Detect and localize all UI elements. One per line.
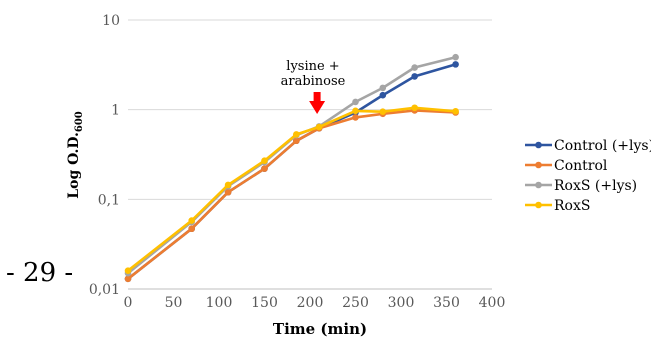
x-tick-label: 400	[479, 295, 506, 311]
legend-label: Control (+lys)	[554, 138, 651, 154]
data-point	[352, 98, 359, 106]
legend-swatch-marker	[535, 161, 542, 169]
legend-swatch-marker	[535, 141, 542, 149]
data-point	[188, 217, 195, 224]
y-tick-label: 0,1	[98, 192, 120, 208]
legend-label: RoxS (+lys)	[554, 178, 637, 194]
y-axis-title: Log O.D.600	[66, 111, 85, 199]
data-point	[315, 123, 323, 131]
y-axis-title-main: Log O.D.	[66, 132, 82, 199]
series-layer	[124, 53, 459, 283]
data-point	[261, 165, 268, 172]
x-axis-title: Time (min)	[273, 320, 367, 338]
data-point	[379, 108, 387, 115]
legend: Control (+lys) Control RoxS (+lys) RoxS	[525, 138, 651, 214]
series-line	[126, 63, 457, 281]
x-tick-label: 50	[165, 295, 183, 311]
x-tick-label: 200	[297, 295, 324, 311]
x-tick-label: 0	[124, 295, 133, 311]
arrow-head	[309, 101, 326, 114]
y-tick-label: 0,01	[89, 282, 120, 298]
data-point	[124, 275, 132, 283]
arrow-shaft	[313, 92, 321, 101]
legend-label: Control	[554, 158, 608, 174]
y-tick-label: 10	[102, 13, 120, 29]
data-point	[224, 181, 232, 189]
data-point	[452, 61, 459, 68]
legend-swatch-marker	[535, 181, 542, 189]
data-point	[224, 188, 232, 196]
data-point	[411, 104, 418, 112]
page-number: - 29 -	[6, 258, 73, 288]
data-point	[452, 53, 459, 61]
x-tick-label: 250	[342, 295, 369, 311]
annotation-line-1: lysine +	[286, 59, 339, 74]
lysine-arabinose-annotation: lysine + arabinose	[281, 59, 346, 114]
data-point	[379, 84, 387, 92]
red-arrow-icon	[309, 92, 326, 114]
y-tick-label: 1	[111, 103, 120, 119]
x-tick-label: 300	[388, 295, 415, 311]
annotation-line-2: arabinose	[281, 74, 346, 89]
series-roxs	[124, 104, 459, 274]
data-point	[293, 131, 300, 138]
data-point	[452, 107, 459, 115]
legend-swatch-marker	[535, 201, 542, 209]
data-point	[379, 91, 387, 99]
legend-item: RoxS (+lys)	[525, 178, 637, 194]
data-point	[411, 73, 418, 80]
series-control	[124, 107, 459, 283]
series-line	[126, 109, 457, 281]
data-point	[352, 114, 359, 121]
legend-item: Control (+lys)	[525, 138, 651, 154]
series-control-lys-	[124, 61, 459, 283]
data-point	[124, 267, 132, 274]
x-tick-label: 150	[251, 295, 278, 311]
series-line	[126, 106, 457, 273]
data-point	[411, 64, 418, 71]
legend-label: RoxS	[554, 198, 590, 214]
legend-item: Control	[525, 158, 608, 174]
legend-item: RoxS	[525, 198, 590, 214]
data-point	[293, 137, 300, 145]
data-point	[188, 225, 195, 233]
data-point	[261, 157, 268, 164]
x-tick-label: 350	[433, 295, 460, 311]
y-axis-title-subscript: 600	[74, 111, 85, 132]
x-tick-label: 100	[206, 295, 233, 311]
data-point	[352, 107, 359, 115]
